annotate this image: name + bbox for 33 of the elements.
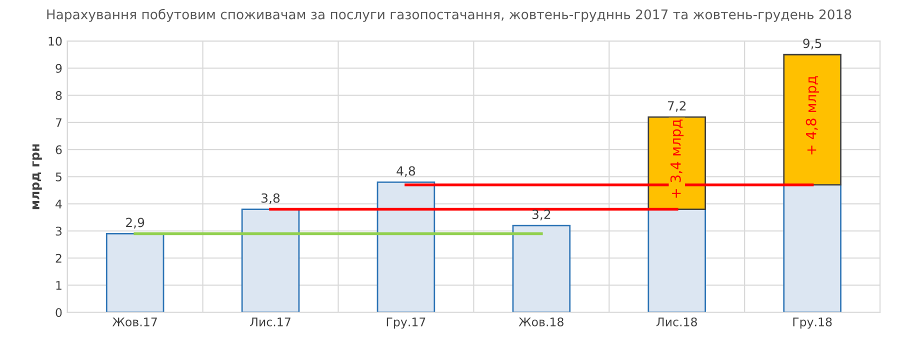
bar [241, 208, 300, 312]
y-tick-label: 3 [56, 226, 62, 236]
y-tick-label: 5 [56, 172, 62, 182]
total-label: 3,8 [262, 193, 280, 204]
x-tick-label: Лис.17 [250, 318, 290, 326]
total-label: 3,2 [532, 210, 550, 220]
bar [648, 208, 706, 312]
bar [106, 232, 164, 312]
total-label: 4,8 [396, 166, 416, 177]
total-label: 7,2 [668, 101, 686, 112]
y-tick-label: 1 [56, 281, 62, 290]
y-tick-label: 2 [56, 254, 62, 263]
total-label: 2,9 [126, 218, 144, 228]
y-tick-label: 0 [56, 308, 62, 318]
x-tick-label: Гру.17 [386, 318, 426, 329]
chart-title: Нарахування побутовим споживачам за послуги газопостачання, жовтень-грудннь 2017 та жовтень-грудень 2018 [47, 8, 852, 22]
y-tick-label: 8 [56, 91, 62, 100]
bar [512, 224, 571, 312]
data-label: + 3,4 млрд [670, 120, 684, 198]
y-tick-label: 10 [48, 36, 62, 46]
y-tick-label: 6 [56, 145, 62, 154]
y-tick-label: 9 [56, 64, 62, 73]
y-axis-title: млрд грн [32, 144, 42, 210]
bar [783, 184, 842, 312]
data-label: + 4,8 млрд [806, 76, 820, 154]
x-tick-label: Жов.17 [112, 318, 157, 326]
y-tick-label: 7 [56, 118, 62, 127]
x-tick-label: Жов.18 [518, 317, 564, 326]
bar [376, 181, 436, 312]
y-tick-label: 4 [56, 200, 62, 208]
x-tick-label: Гру.18 [793, 317, 832, 329]
x-tick-label: Лис.18 [656, 317, 697, 326]
total-label: 9,5 [803, 38, 822, 50]
